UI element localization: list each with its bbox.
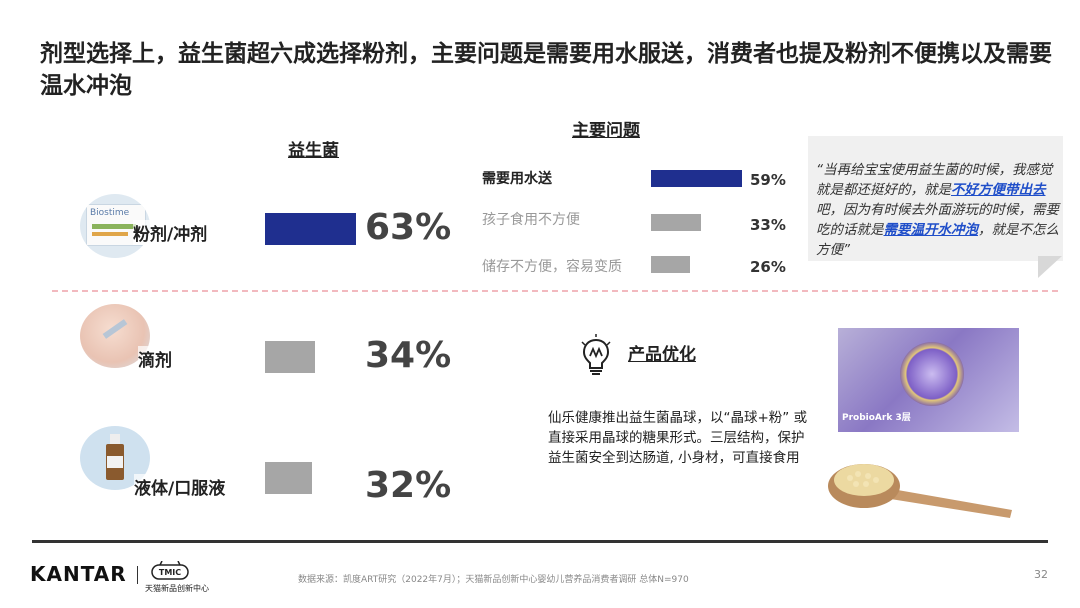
value-liquid: 32%	[365, 465, 452, 506]
section-heading-probiotics: 益生菌	[288, 141, 339, 161]
value-drops: 34%	[365, 335, 452, 376]
page-title: 剂型选择上，益生菌超六成选择粉剂，主要问题是需要用水服送，消费者也提及粉剂不便携…	[40, 41, 1052, 99]
footer-separator	[137, 566, 138, 584]
section-heading-product-optimization: 产品优化	[628, 345, 696, 365]
consumer-quote: “当再给宝宝使用益生菌的时候，我感觉就是都还挺好的，就是不好方便带出去吧，因为有…	[816, 160, 1062, 260]
thumbnail-brand-text: Biostime	[90, 208, 130, 218]
spoon-with-beads-image	[826, 448, 1014, 520]
tmic-logo-text: TMIC	[159, 568, 181, 577]
kantar-logo: KANTAR	[30, 562, 127, 586]
value-powder: 63%	[365, 207, 452, 248]
issue-bar-storage	[651, 256, 690, 273]
issue-label-kids: 孩子食用不方便	[482, 212, 580, 228]
issue-value-storage: 26%	[750, 258, 786, 276]
quote-highlight-portable: 不好方便带出去	[951, 182, 1046, 198]
issue-value-water: 59%	[750, 171, 786, 189]
category-label-liquid: 液体/口服液	[134, 474, 226, 499]
data-source-note: 数据来源：凯度ART研究（2022年7月）；天猫新品创新中心婴幼儿营养品消费者调…	[298, 575, 689, 585]
tmic-logo-icon: TMIC	[150, 560, 194, 581]
probiotic-bead-product-image: ProbioArk 3层	[838, 328, 1019, 432]
page-number: 32	[1034, 568, 1048, 581]
issue-label-storage: 储存不方便，容易变质	[482, 259, 622, 275]
tmic-name: 天猫新品创新中心	[145, 584, 209, 593]
lightbulb-icon	[578, 334, 614, 376]
quote-highlight-warm-water: 需要温开水冲泡	[883, 222, 979, 238]
quote-box	[808, 136, 1063, 261]
section-divider	[52, 290, 1058, 292]
issue-value-kids: 33%	[750, 216, 786, 234]
quote-text-part-2: 吧，因为有时候去外面游玩的时候，需要吃的话就是	[816, 202, 1059, 238]
issue-label-water: 需要用水送	[482, 171, 552, 187]
category-label-drops: 滴剂	[138, 346, 172, 371]
bar-drops	[265, 341, 315, 373]
liquid-bottle-image	[80, 426, 150, 490]
quote-text-part-1: “当再给宝宝使用益生菌的时候，我感觉就是都还挺好的，就是	[816, 162, 1053, 198]
bar-powder	[265, 213, 356, 245]
optimization-description: 仙乐健康推出益生菌晶球，以“晶球+粉” 或直接采用晶球的糖果形式。三层结构，保护…	[548, 410, 808, 466]
quote-text-part-3: ，就是不怎么方便”	[816, 222, 1059, 258]
bar-liquid	[265, 462, 312, 494]
section-heading-main-issues: 主要问题	[572, 121, 640, 141]
category-label-powder: 粉剂/冲剂	[133, 220, 208, 245]
product-image-caption: ProbioArk 3层	[842, 413, 911, 423]
footer-rule	[32, 540, 1048, 543]
issue-bar-water	[651, 170, 742, 187]
issue-bar-kids	[651, 214, 701, 231]
